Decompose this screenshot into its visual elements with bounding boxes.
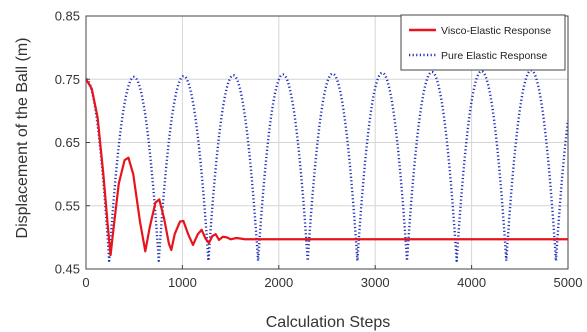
- legend: Visco-Elastic Response Pure Elastic Resp…: [401, 15, 565, 70]
- y-tick-label: 0.85: [55, 9, 80, 24]
- y-tick-label: 0.55: [55, 198, 80, 213]
- x-tick-label: 3000: [361, 275, 390, 290]
- y-tick-label: 0.45: [55, 262, 80, 277]
- x-tick-label: 2000: [264, 275, 293, 290]
- y-tick-label: 0.75: [55, 72, 80, 87]
- x-tick-label: 4000: [457, 275, 486, 290]
- x-axis-label: Calculation Steps: [266, 314, 391, 331]
- x-tick-label: 0: [82, 275, 89, 290]
- y-axis-label: Displacement of the Ball (m): [14, 38, 31, 239]
- legend-label-visco-elastic: Visco-Elastic Response: [441, 25, 551, 37]
- y-tick-label: 0.65: [55, 135, 80, 150]
- x-tick-label: 5000: [554, 275, 583, 290]
- legend-label-pure-elastic: Pure Elastic Response: [441, 50, 547, 62]
- x-tick-label: 1000: [168, 275, 197, 290]
